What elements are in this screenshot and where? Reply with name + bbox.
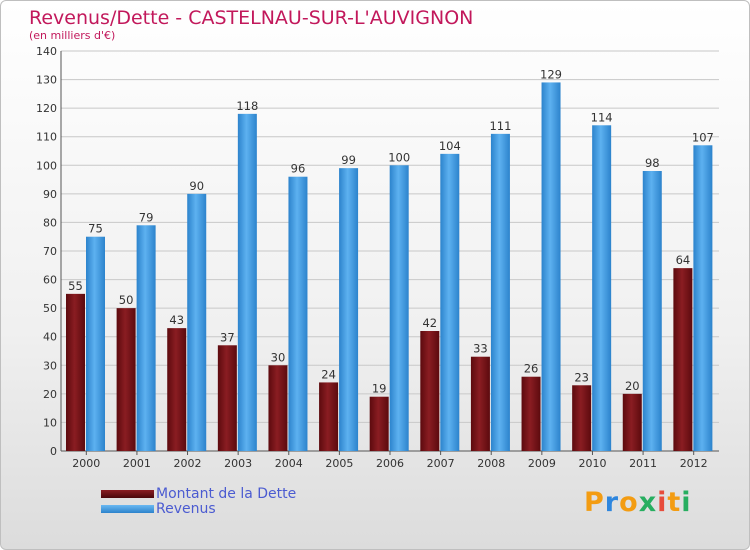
bar-dette <box>622 393 642 451</box>
logo-letter: i <box>681 487 692 518</box>
data-label-revenus: 96 <box>291 162 306 176</box>
bar-dette <box>116 308 136 451</box>
bar-dette <box>521 376 541 451</box>
bar-dette <box>572 385 592 451</box>
bar-revenus <box>237 113 257 451</box>
bar-revenus <box>339 168 359 451</box>
bar-revenus <box>86 236 105 451</box>
y-tick-label: 10 <box>43 416 57 429</box>
x-tick-label: 2003 <box>224 457 252 470</box>
data-label-dette: 55 <box>68 279 83 293</box>
proxiti-logo: Proxiti <box>584 487 692 518</box>
bar-revenus <box>136 225 156 451</box>
data-label-dette: 43 <box>169 313 184 327</box>
logo-letter: x <box>638 487 658 518</box>
data-label-dette: 30 <box>271 350 286 364</box>
legend-swatch-dette <box>101 490 154 498</box>
bar-dette <box>217 345 237 451</box>
y-tick-label: 80 <box>43 216 57 229</box>
x-tick-label: 2010 <box>578 457 606 470</box>
data-label-revenus: 98 <box>645 156 660 170</box>
data-label-revenus: 100 <box>388 150 410 164</box>
y-tick-label: 50 <box>43 302 57 315</box>
data-label-revenus: 114 <box>591 110 613 124</box>
bar-dette <box>66 293 85 451</box>
data-label-revenus: 90 <box>189 179 204 193</box>
data-label-revenus: 75 <box>88 222 103 236</box>
data-label-revenus: 99 <box>341 153 356 167</box>
y-tick-label: 30 <box>43 359 57 372</box>
y-tick-label: 130 <box>36 74 57 87</box>
bar-dette <box>673 268 693 451</box>
data-label-dette: 37 <box>220 330 235 344</box>
data-label-dette: 33 <box>473 342 488 356</box>
data-label-revenus: 129 <box>540 67 562 81</box>
x-tick-label: 2004 <box>275 457 303 470</box>
y-tick-label: 120 <box>36 102 57 115</box>
bar-revenus <box>541 82 561 451</box>
logo-letter: i <box>657 487 668 518</box>
bar-revenus <box>440 153 460 451</box>
data-label-dette: 64 <box>676 253 691 267</box>
legend-label-dette: Montant de la Dette <box>156 486 297 502</box>
bar-revenus <box>490 133 510 451</box>
y-tick-label: 20 <box>43 388 57 401</box>
logo-letter: o <box>619 487 639 518</box>
bar-revenus <box>389 165 409 452</box>
data-label-revenus: 107 <box>692 130 714 144</box>
data-label-dette: 50 <box>119 293 134 307</box>
y-tick-label: 100 <box>36 159 57 172</box>
x-tick-label: 2006 <box>376 457 404 470</box>
logo-letter: r <box>604 487 620 518</box>
bar-dette <box>420 331 440 451</box>
x-tick-label: 2005 <box>325 457 353 470</box>
x-tick-label: 2008 <box>477 457 505 470</box>
logo-letter: P <box>584 487 605 518</box>
x-tick-label: 2007 <box>427 457 455 470</box>
bar-revenus <box>642 171 662 451</box>
bar-revenus <box>592 125 612 452</box>
data-label-revenus: 79 <box>139 210 154 224</box>
data-label-dette: 42 <box>422 316 437 330</box>
data-label-dette: 19 <box>372 382 387 396</box>
y-tick-label: 60 <box>43 274 57 287</box>
data-label-dette: 20 <box>625 379 640 393</box>
data-label-dette: 26 <box>524 362 539 376</box>
data-label-dette: 24 <box>321 367 336 381</box>
x-tick-label: 2001 <box>123 457 151 470</box>
bar-revenus <box>187 193 207 451</box>
data-label-dette: 23 <box>574 370 589 384</box>
y-tick-label: 40 <box>43 331 57 344</box>
bar-dette <box>319 382 339 451</box>
data-label-revenus: 104 <box>439 139 461 153</box>
y-tick-label: 90 <box>43 188 57 201</box>
chart-subtitle: (en milliers d'€) <box>29 29 116 42</box>
bar-revenus <box>288 176 308 451</box>
y-tick-label: 110 <box>36 131 57 144</box>
y-tick-label: 140 <box>36 45 57 58</box>
legend-swatch-revenus <box>101 505 154 513</box>
x-tick-label: 2002 <box>174 457 202 470</box>
chart-title: Revenus/Dette - CASTELNAU-SUR-L'AUVIGNON <box>29 7 474 29</box>
logo-letter: t <box>667 487 682 518</box>
bar-dette <box>369 396 389 451</box>
bar-dette <box>470 356 490 451</box>
data-label-revenus: 111 <box>489 119 511 133</box>
bar-revenus <box>693 145 713 452</box>
x-tick-label: 2009 <box>528 457 556 470</box>
data-label-revenus: 118 <box>236 99 258 113</box>
bar-dette <box>167 328 187 451</box>
y-tick-label: 70 <box>43 245 57 258</box>
x-tick-label: 2011 <box>629 457 657 470</box>
legend-label-revenus: Revenus <box>156 501 216 517</box>
x-tick-label: 2012 <box>680 457 708 470</box>
x-tick-label: 2000 <box>72 457 100 470</box>
y-tick-label: 0 <box>50 445 57 458</box>
bar-dette <box>268 365 288 451</box>
